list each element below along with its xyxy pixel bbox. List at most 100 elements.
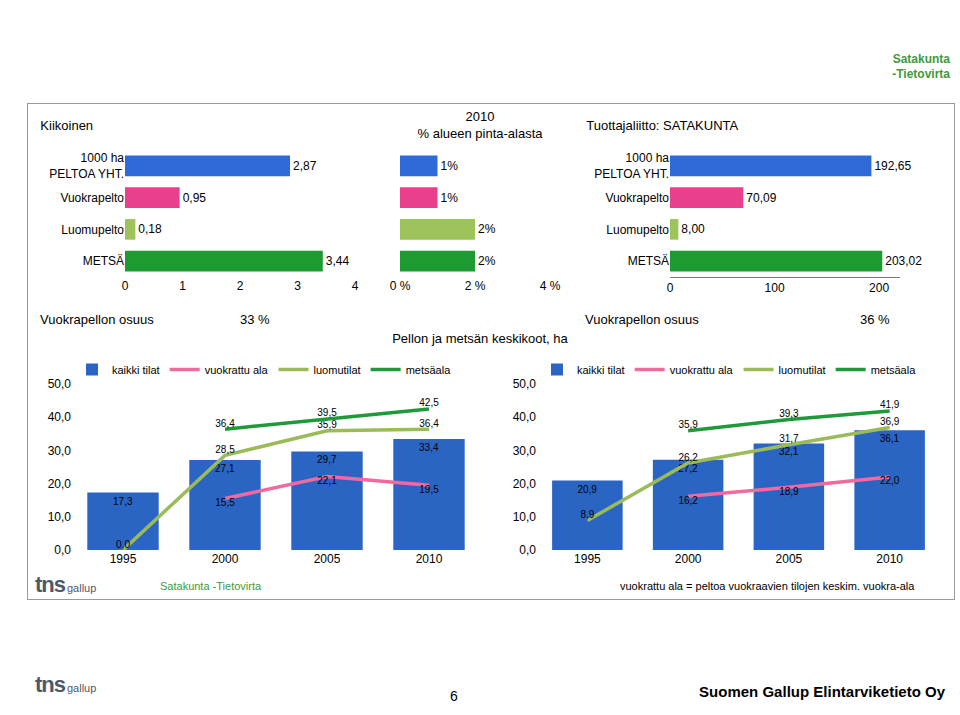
html-text:Vuokrapellon osuus: Vuokrapellon osuus — [40, 312, 154, 327]
svg-text:10,0: 10,0 — [48, 510, 72, 524]
svg-text:0: 0 — [122, 279, 129, 293]
svg-text:1995: 1995 — [110, 552, 137, 566]
svg-text:15,5: 15,5 — [215, 497, 235, 508]
svg-text:20,0: 20,0 — [48, 477, 72, 491]
svg-text:2010% alueen pinta-alasta: 2010% alueen pinta-alasta — [417, 109, 543, 141]
svg-text:8,9: 8,9 — [580, 509, 594, 520]
svg-text:41,9: 41,9 — [880, 399, 900, 410]
svg-text:36,9: 36,9 — [880, 416, 900, 427]
svg-text:Luomupelto: Luomupelto — [61, 223, 124, 237]
svg-text:40,0: 40,0 — [48, 410, 72, 424]
svg-text:vuokrattu ala: vuokrattu ala — [670, 364, 734, 376]
svg-text:27,1: 27,1 — [215, 463, 235, 474]
svg-text:2: 2 — [237, 279, 244, 293]
svg-text:22,1: 22,1 — [317, 475, 337, 486]
svg-text:2010: 2010 — [416, 552, 443, 566]
svg-text:luomutilat: luomutilat — [314, 364, 361, 376]
svg-text:3,44: 3,44 — [326, 254, 350, 268]
svg-text:10,0: 10,0 — [513, 510, 537, 524]
svg-text:192,65: 192,65 — [874, 159, 911, 173]
svg-text:0,95: 0,95 — [183, 191, 207, 205]
html-text:Satakunta: Satakunta — [892, 52, 950, 66]
svg-text:Vuokrapelto: Vuokrapelto — [605, 191, 669, 205]
svg-text:39,3: 39,3 — [779, 408, 799, 419]
svg-text:kaikki tilat: kaikki tilat — [112, 364, 160, 376]
svg-text:29,7: 29,7 — [317, 454, 337, 465]
svg-text:35,9: 35,9 — [317, 419, 337, 430]
svg-text:1: 1 — [179, 279, 186, 293]
svg-text:50,0: 50,0 — [48, 377, 72, 391]
svg-text:203,02: 203,02 — [885, 254, 922, 268]
svg-text:metsäala: metsäala — [406, 364, 452, 376]
svg-text:20,9: 20,9 — [577, 484, 597, 495]
svg-text:30,0: 30,0 — [513, 444, 537, 458]
svg-text:16,2: 16,2 — [678, 495, 698, 506]
html-text:-Tietovirta: -Tietovirta — [892, 67, 950, 81]
svg-text:32,1: 32,1 — [779, 446, 799, 457]
svg-text:metsäala: metsäala — [871, 364, 917, 376]
html-text:33 %: 33 % — [240, 312, 270, 327]
svg-text:36,1: 36,1 — [880, 433, 900, 444]
html-text:36 %: 36 % — [860, 312, 890, 327]
svg-text:4: 4 — [352, 279, 359, 293]
svg-text:2010: 2010 — [876, 552, 903, 566]
svg-text:Vuokrapelto: Vuokrapelto — [60, 191, 124, 205]
svg-text:1000 haPELTOA YHT.: 1000 haPELTOA YHT. — [594, 151, 669, 181]
svg-text:19,5: 19,5 — [419, 484, 439, 495]
svg-text:28,5: 28,5 — [215, 444, 235, 455]
svg-text:2000: 2000 — [675, 552, 702, 566]
svg-text:22,0: 22,0 — [880, 475, 900, 486]
svg-text:39,5: 39,5 — [317, 407, 337, 418]
svg-text:42,5: 42,5 — [419, 397, 439, 408]
svg-text:26,2: 26,2 — [678, 452, 698, 463]
html-text:Vuokrapellon osuus: Vuokrapellon osuus — [585, 312, 699, 327]
svg-text:luomutilat: luomutilat — [779, 364, 826, 376]
html-text:tns: tns — [35, 672, 65, 697]
svg-text:0 %: 0 % — [390, 279, 411, 293]
svg-text:50,0: 50,0 — [513, 377, 537, 391]
svg-text:2%: 2% — [478, 254, 496, 268]
svg-text:2,87: 2,87 — [293, 159, 317, 173]
svg-text:0,18: 0,18 — [138, 222, 162, 236]
svg-text:2005: 2005 — [776, 552, 803, 566]
svg-text:Luomupelto: Luomupelto — [606, 223, 669, 237]
svg-text:1%: 1% — [441, 159, 459, 173]
html-text:tns: tns — [35, 572, 65, 597]
svg-text:2 %: 2 % — [465, 279, 486, 293]
svg-text:8,00: 8,00 — [681, 222, 705, 236]
svg-text:Kiikoinen: Kiikoinen — [40, 118, 93, 133]
svg-text:40,0: 40,0 — [513, 410, 537, 424]
svg-text:30,0: 30,0 — [48, 444, 72, 458]
svg-text:27,2: 27,2 — [678, 463, 698, 474]
svg-text:Tuottajaliitto: SATAKUNTA: Tuottajaliitto: SATAKUNTA — [586, 118, 738, 133]
svg-text:36,4: 36,4 — [215, 418, 235, 429]
svg-text:2000: 2000 — [212, 552, 239, 566]
svg-text:200: 200 — [869, 281, 889, 295]
html-text:Suomen Gallup Elintarviketieto: Suomen Gallup Elintarviketieto Oy — [699, 683, 945, 700]
svg-text:20,0: 20,0 — [513, 477, 537, 491]
svg-text:31,7: 31,7 — [779, 433, 799, 444]
svg-text:2005: 2005 — [314, 552, 341, 566]
svg-text:1000 haPELTOA YHT.: 1000 haPELTOA YHT. — [49, 151, 124, 181]
svg-text:vuokrattu ala: vuokrattu ala — [205, 364, 269, 376]
svg-text:1995: 1995 — [574, 552, 601, 566]
html-text:Pellon ja metsän keskikoot, ha: Pellon ja metsän keskikoot, ha — [392, 331, 568, 346]
svg-text:METSÄ: METSÄ — [628, 254, 669, 268]
svg-text:70,09: 70,09 — [746, 191, 776, 205]
svg-text:17,3: 17,3 — [113, 496, 133, 507]
svg-text:4 %: 4 % — [540, 279, 561, 293]
svg-text:100: 100 — [765, 281, 785, 295]
svg-text:33,4: 33,4 — [419, 442, 439, 453]
svg-text:3: 3 — [294, 279, 301, 293]
svg-text:36,4: 36,4 — [419, 418, 439, 429]
svg-text:18,9: 18,9 — [779, 486, 799, 497]
svg-text:0,0: 0,0 — [54, 543, 71, 557]
svg-text:35,9: 35,9 — [678, 419, 698, 430]
svg-text:2%: 2% — [478, 222, 496, 236]
svg-text:0: 0 — [667, 281, 674, 295]
svg-text:METSÄ: METSÄ — [83, 254, 124, 268]
svg-text:0,0: 0,0 — [519, 543, 536, 557]
svg-text:kaikki tilat: kaikki tilat — [577, 364, 625, 376]
svg-text:0,0: 0,0 — [116, 539, 130, 550]
svg-text:1%: 1% — [441, 191, 459, 205]
